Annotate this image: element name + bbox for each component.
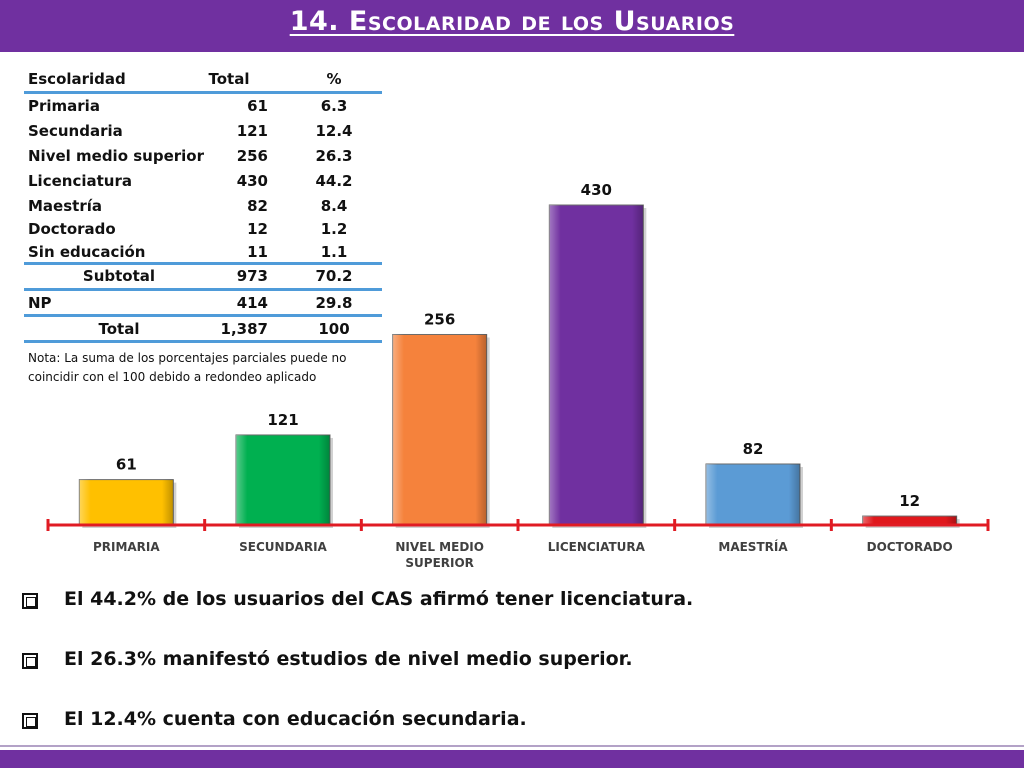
tick-label: SUPERIOR: [405, 556, 474, 570]
row-pct: 1.1: [320, 243, 348, 261]
data-label: 121: [267, 411, 298, 429]
row-pct: 1.2: [320, 220, 348, 238]
tick-label: MAESTRÍA: [718, 539, 788, 554]
bar-chart: 61 PRIMARIA 121 SECUNDARIA 256 NIVEL MEDIO SUP…: [46, 181, 990, 570]
data-label: 256: [424, 310, 455, 328]
footer-line: [0, 745, 1024, 747]
header-pct: %: [326, 70, 342, 88]
row-label: Maestría: [28, 197, 102, 215]
row-pct: 12.4: [315, 122, 353, 140]
row-total: 11: [247, 243, 268, 261]
tick-label: DOCTORADO: [867, 540, 953, 554]
header-total: Total: [208, 70, 250, 88]
checkbox-square-icon: [22, 713, 38, 729]
row-total: 61: [247, 97, 268, 115]
row-label: Primaria: [28, 97, 100, 115]
table-divider: [24, 314, 382, 317]
table-divider: [24, 91, 382, 94]
checkbox-square-icon: [22, 653, 38, 669]
row-label: Doctorado: [28, 220, 116, 238]
row-label: Nivel medio superior: [28, 147, 204, 165]
total-pct: 100: [318, 320, 350, 338]
data-label: 430: [581, 181, 612, 199]
bullet-text: El 44.2% de los usuarios del CAS afirmó …: [64, 588, 694, 610]
subtotal-pct: 70.2: [315, 267, 353, 285]
table-row: Doctorado 12 1.2: [24, 218, 382, 240]
bar-highlight: [706, 463, 800, 525]
subtotal-label: Subtotal: [82, 267, 156, 285]
table-divider: [24, 340, 382, 343]
table-row: Licenciatura 430 44.2: [24, 170, 382, 192]
data-label: 61: [116, 456, 137, 474]
table-row-subtotal: Subtotal 973 70.2: [24, 265, 382, 287]
row-total: 121: [236, 122, 268, 140]
table-divider: [24, 288, 382, 291]
table-row: Nivel medio superior 256 26.3: [24, 145, 382, 167]
row-label: Secundaria: [28, 122, 123, 140]
subtotal-total: 973: [236, 267, 268, 285]
row-total: 256: [236, 147, 268, 165]
table-note: Nota: La suma de los porcentajes parcial…: [28, 351, 347, 384]
tick-label: LICENCIATURA: [548, 540, 646, 554]
total-label: Total: [98, 320, 140, 338]
row-total: 82: [247, 197, 268, 215]
bar-highlight: [549, 205, 644, 525]
footer-bar: [0, 750, 1024, 768]
table-header-row: Escolaridad Total %: [24, 68, 382, 90]
data-label: 12: [899, 492, 920, 510]
row-total: 12: [247, 220, 268, 238]
tick-label: NIVEL MEDIO: [395, 540, 484, 554]
title-bar: [0, 0, 1024, 52]
bar-highlight: [862, 516, 957, 525]
checkbox-square-icon: [22, 593, 38, 609]
np-label: NP: [28, 294, 52, 312]
table-row: Maestría 82 8.4: [24, 195, 382, 217]
tick-label: PRIMARIA: [93, 540, 160, 554]
np-total: 414: [236, 294, 268, 312]
bullet-text: El 26.3% manifestó estudios de nivel med…: [64, 648, 633, 670]
total-total: 1,387: [220, 320, 268, 338]
row-pct: 8.4: [320, 197, 348, 215]
table-row: Sin educación 11 1.1: [24, 241, 382, 263]
table-row: Secundaria 121 12.4: [24, 120, 382, 142]
header-escolaridad: Escolaridad: [28, 70, 126, 88]
bar-highlight: [392, 334, 487, 525]
row-pct: 44.2: [315, 172, 353, 190]
bar-highlight: [79, 479, 174, 525]
row-label: Sin educación: [28, 243, 146, 261]
table-row-np: NP 414 29.8: [24, 292, 382, 314]
row-pct: 26.3: [315, 147, 353, 165]
row-pct: 6.3: [320, 97, 348, 115]
bullet-text: El 12.4% cuenta con educación secundaria…: [64, 708, 527, 730]
slide-title: 14. Escolaridad de los Usuarios: [289, 6, 735, 37]
row-label: Licenciatura: [28, 172, 132, 190]
table-divider: [24, 262, 382, 265]
row-total: 430: [236, 172, 268, 190]
tick-label: SECUNDARIA: [239, 540, 327, 554]
bar-highlight: [236, 434, 330, 525]
table-row: Primaria 61 6.3: [24, 95, 382, 117]
data-label: 82: [743, 440, 764, 458]
np-pct: 29.8: [315, 294, 353, 312]
table-row-total: Total 1,387 100: [24, 318, 382, 340]
